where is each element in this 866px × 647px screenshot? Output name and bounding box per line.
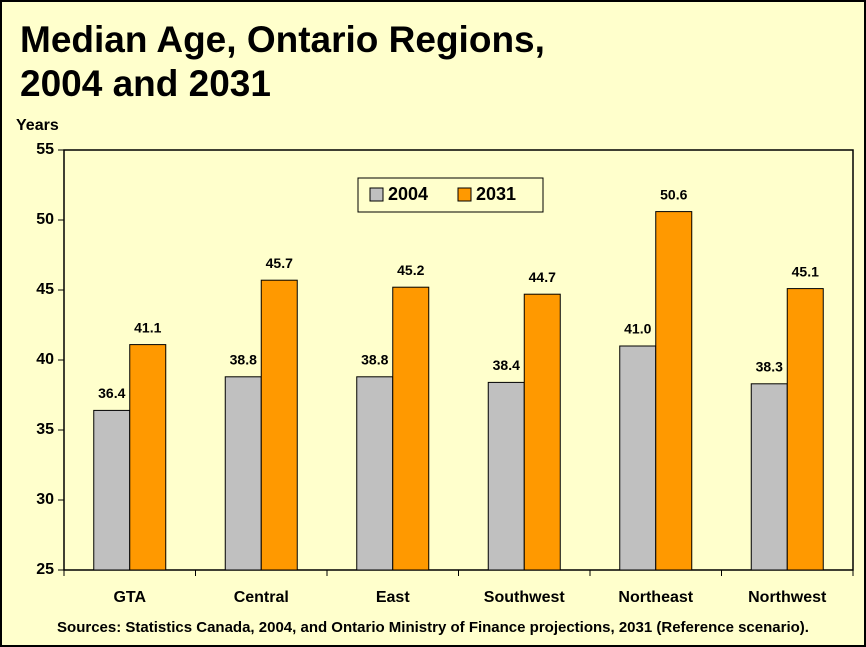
bar	[655, 211, 693, 571]
value-label: 45.7	[266, 255, 293, 271]
chart-title: Median Age, Ontario Regions,	[20, 19, 545, 60]
bar	[619, 345, 657, 571]
x-tick-label: Northwest	[748, 589, 827, 606]
y-tick-label: 35	[36, 421, 54, 438]
value-label: 50.6	[660, 186, 687, 202]
bar	[487, 381, 525, 571]
bar	[750, 383, 788, 571]
y-tick-label: 50	[36, 211, 54, 228]
value-label: 38.8	[230, 352, 257, 368]
legend-swatch	[457, 187, 472, 202]
x-tick-label: GTA	[113, 589, 146, 606]
value-label: 36.4	[98, 385, 125, 401]
y-axis-label: Years	[16, 117, 59, 134]
value-label: 41.1	[134, 319, 161, 335]
bar	[224, 376, 262, 571]
bar	[93, 409, 131, 571]
legend-swatch	[369, 187, 384, 202]
bar	[129, 344, 167, 571]
y-tick-label: 25	[36, 561, 54, 578]
value-label: 45.2	[397, 262, 424, 278]
bar	[786, 288, 824, 571]
source-note: Sources: Statistics Canada, 2004, and On…	[57, 619, 809, 636]
y-tick-label: 40	[36, 351, 54, 368]
bar	[523, 293, 561, 571]
x-tick-label: Southwest	[484, 589, 566, 606]
legend-box	[357, 177, 544, 213]
value-label: 38.4	[493, 357, 520, 373]
bar	[392, 286, 430, 571]
bar	[260, 279, 298, 571]
value-label: 38.3	[756, 359, 783, 375]
plot-area	[63, 149, 854, 571]
y-tick-label: 55	[36, 141, 54, 158]
y-tick-label: 45	[36, 281, 54, 298]
value-label: 38.8	[361, 352, 388, 368]
x-tick-label: Northeast	[618, 589, 693, 606]
x-tick-label: East	[376, 589, 410, 606]
legend-label: 2004	[388, 184, 428, 204]
chart-title: 2004 and 2031	[20, 63, 271, 104]
value-label: 41.0	[624, 321, 651, 337]
bar	[356, 376, 394, 571]
value-label: 44.7	[529, 269, 556, 285]
legend-label: 2031	[476, 184, 516, 204]
x-tick-label: Central	[234, 589, 289, 606]
y-tick-label: 30	[36, 491, 54, 508]
value-label: 45.1	[792, 263, 819, 279]
